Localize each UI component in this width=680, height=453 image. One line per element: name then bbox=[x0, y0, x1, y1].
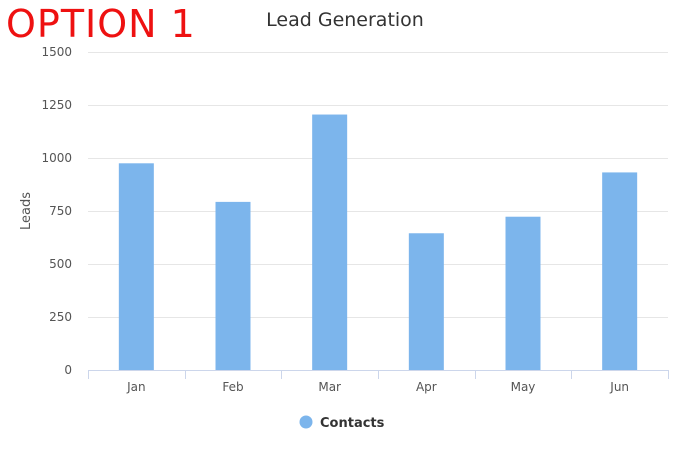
chart-title: Lead Generation bbox=[266, 9, 424, 31]
y-tick-label: 500 bbox=[49, 257, 72, 271]
bar-feb[interactable] bbox=[215, 201, 251, 370]
y-tick-label: 0 bbox=[64, 363, 72, 377]
bar-jun[interactable] bbox=[602, 172, 638, 370]
y-tick-label: 250 bbox=[49, 310, 72, 324]
x-tick-label: May bbox=[511, 380, 536, 394]
y-tick-label: 750 bbox=[49, 204, 72, 218]
y-axis-label: Leads bbox=[19, 192, 34, 230]
bar-may[interactable] bbox=[505, 216, 541, 370]
x-tick-label: Mar bbox=[318, 380, 341, 394]
y-axis-ticks: 0 250 500 750 1000 1250 1500 bbox=[41, 45, 72, 377]
option-badge: OPTION 1 bbox=[6, 2, 196, 46]
x-tick-label: Apr bbox=[416, 380, 437, 394]
x-tick-label: Jan bbox=[126, 380, 146, 394]
legend-label[interactable]: Contacts bbox=[320, 416, 385, 431]
x-axis-ticks: Jan Feb Mar Apr May Jun bbox=[126, 380, 629, 394]
x-tick-label: Feb bbox=[222, 380, 243, 394]
y-tick-label: 1000 bbox=[41, 151, 72, 165]
bars bbox=[118, 114, 638, 370]
legend-marker-icon[interactable] bbox=[299, 415, 313, 429]
bar-mar[interactable] bbox=[312, 114, 348, 370]
bar-jan[interactable] bbox=[118, 163, 154, 370]
y-tick-label: 1250 bbox=[41, 98, 72, 112]
legend[interactable]: Contacts bbox=[299, 415, 385, 432]
x-tick-label: Jun bbox=[609, 380, 629, 394]
x-axis bbox=[88, 370, 669, 379]
bar-apr[interactable] bbox=[408, 233, 444, 370]
y-tick-label: 1500 bbox=[41, 45, 72, 59]
gridlines bbox=[88, 52, 668, 318]
